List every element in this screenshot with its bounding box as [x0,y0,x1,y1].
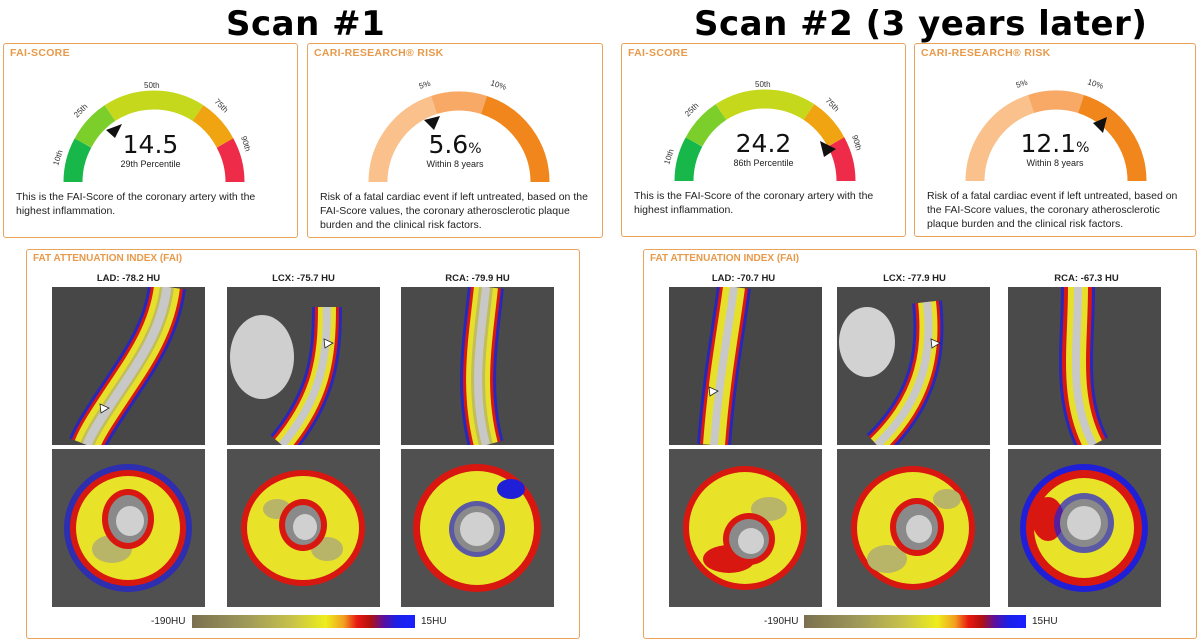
tick-label: 25th [72,102,89,119]
fai-score-header: FAI-SCORE [628,47,688,59]
tick-label: 10% [489,78,507,92]
artery-label-lad: LAD: -70.7 HU [711,273,776,284]
colorbar-max-label: 15HU [1032,616,1058,627]
lad-longitudinal-image [669,287,822,445]
fai-panel-header: FAT ATTENUATION INDEX (FAI) [650,253,800,264]
gauge-pointer-icon [1093,117,1107,133]
artery-label-lcx: LCX: -77.9 HU [883,273,946,284]
cari-risk-sub: Within 8 years [426,159,484,169]
fai-score-percentile: 29th Percentile [120,159,181,169]
scan-1-title: Scan #1 [226,4,386,44]
cari-risk-header: CARI-RESEARCH® RISK [314,47,444,59]
fai-score-gauge: 10th 25th 50th 75th 90th [51,81,252,183]
fai-score-gauge: 10th 25th 50th 75th 90th [662,80,863,182]
lcx-cross-section-image [227,449,380,607]
lcx-cross-section-image [837,449,990,607]
cari-risk-gauge: 5% 10% [368,78,550,183]
cari-risk-unit: % [468,141,482,157]
colorbar-min-label: -190HU [764,616,799,627]
scan-1-fai-score-card: FAI-SCORE 10th 25th 50th 75th 90th 14.5 … [3,43,298,238]
artery-label-lcx: LCX: -75.7 HU [272,273,335,284]
lad-cross-section-image [52,449,205,607]
scan-2-title: Scan #2 (3 years later) [694,4,1148,44]
tick-label: 5% [1015,78,1029,90]
artery-label-rca: RCA: -79.9 HU [445,273,510,284]
rca-cross-section-image [1008,449,1161,607]
lad-cross-section-image [669,449,822,607]
cari-risk-gauge: 5% 10% [965,77,1147,182]
cari-risk-sub: Within 8 years [1026,158,1084,168]
artery-label-rca: RCA: -67.3 HU [1054,273,1119,284]
cari-risk-value: 12.1 [1020,129,1077,158]
cari-risk-value: 5.6 [428,130,469,159]
tick-label: 25th [683,101,700,118]
scan-2-fai-panel: FAT ATTENUATION INDEX (FAI) LAD: -70.7 H… [643,249,1197,639]
rca-longitudinal-image [401,287,554,445]
cari-risk-description: Risk of a fatal cardiac event if left un… [927,190,1178,230]
lcx-longitudinal-image [227,287,380,445]
tick-label: 75th [824,96,841,113]
scan-1-cari-risk-card: CARI-RESEARCH® RISK 5% 10% 5.6% Within 8… [307,43,603,238]
rca-longitudinal-image [1008,287,1161,445]
lcx-longitudinal-image [837,287,990,445]
cari-risk-description: Risk of a fatal cardiac event if left un… [320,191,588,231]
lad-longitudinal-image [52,287,205,445]
fai-score-description: This is the FAI-Score of the coronary ar… [16,191,256,217]
fai-score-header: FAI-SCORE [10,47,70,59]
tick-label: 75th [213,97,230,114]
colorbar-min-label: -190HU [151,616,186,627]
gauge-pointer-icon [820,141,836,157]
fai-panel-header: FAT ATTENUATION INDEX (FAI) [33,253,183,264]
scan-1-fai-panel: FAT ATTENUATION INDEX (FAI) LAD: -78.2 H… [26,249,580,639]
colorbar [804,615,1026,628]
tick-label: 50th [755,80,771,89]
fai-score-value: 14.5 [122,130,179,159]
artery-label-lad: LAD: -78.2 HU [96,273,161,284]
colorbar-max-label: 15HU [421,616,447,627]
tick-label: 5% [418,79,432,91]
fai-score-percentile: 86th Percentile [733,158,794,168]
cari-risk-unit: % [1076,140,1090,156]
gauge-pointer-icon [106,124,122,138]
scan-2-fai-score-card: FAI-SCORE 10th 25th 50th 75th 90th 24.2 … [621,43,906,237]
tick-label: 50th [144,81,160,90]
cari-risk-header: CARI-RESEARCH® RISK [921,47,1051,59]
fai-score-value: 24.2 [735,129,792,158]
colorbar [192,615,415,628]
fai-score-description: This is the FAI-Score of the coronary ar… [634,190,874,216]
rca-cross-section-image [401,449,554,607]
gauge-pointer-icon [424,116,440,130]
tick-label: 10% [1086,77,1104,91]
scan-2-cari-risk-card: CARI-RESEARCH® RISK 5% 10% 12.1% Within … [914,43,1196,237]
